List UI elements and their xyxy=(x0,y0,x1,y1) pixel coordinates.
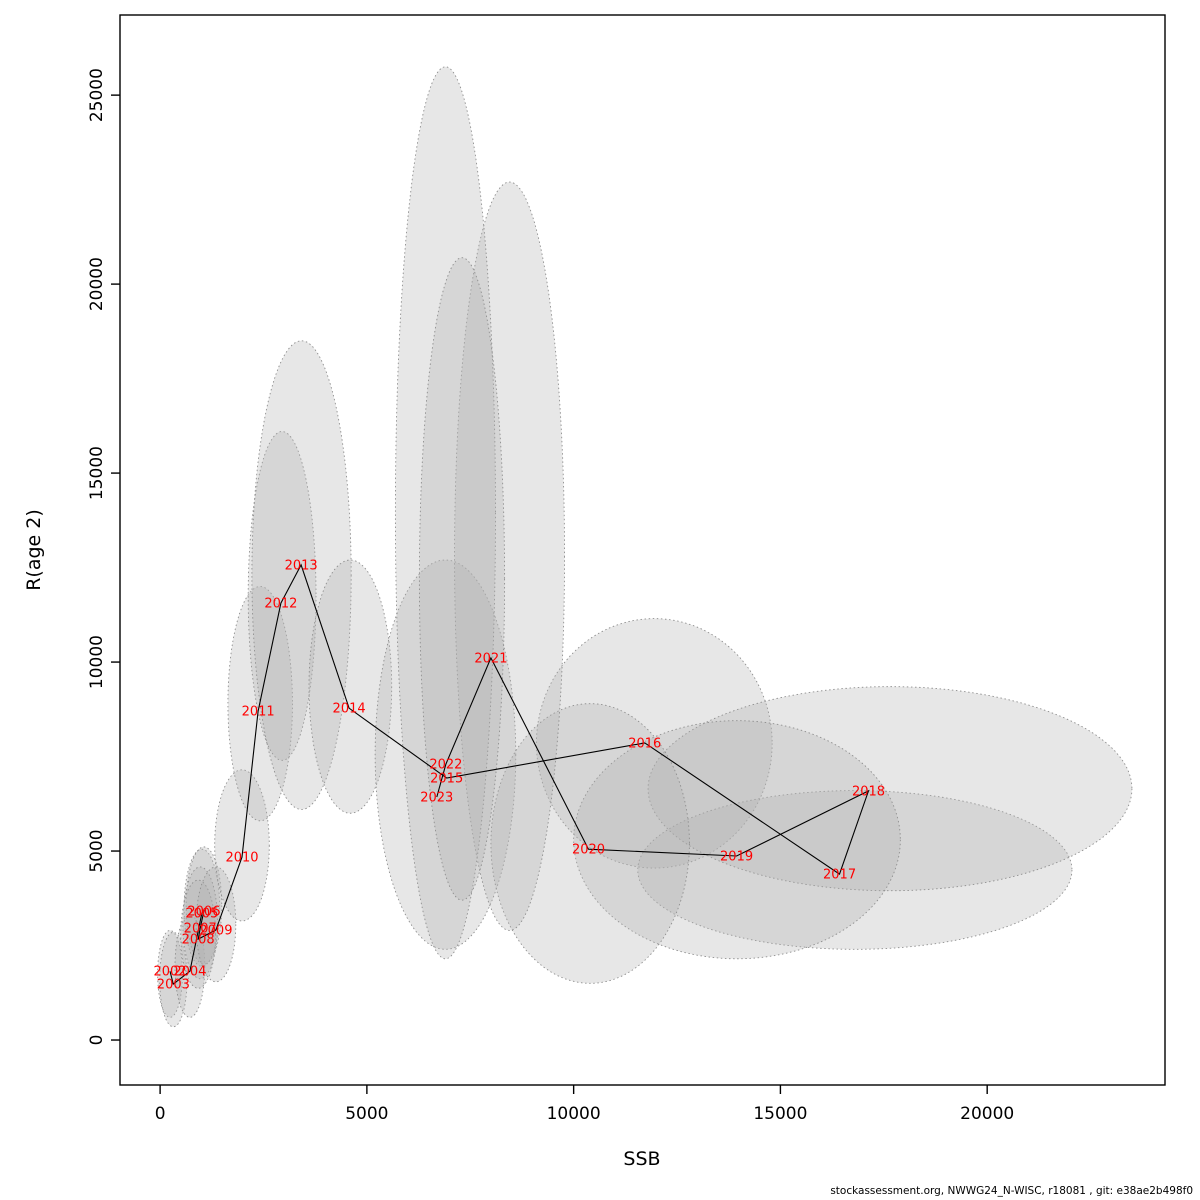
confidence-ellipse-2016 xyxy=(535,618,773,869)
confidence-ellipse-2013 xyxy=(251,340,352,810)
year-label-2005: 2005 xyxy=(185,907,218,922)
confidence-ellipse-2021 xyxy=(454,181,565,931)
year-label-2012: 2012 xyxy=(264,597,297,612)
year-label-2008: 2008 xyxy=(182,933,215,948)
year-label-2020: 2020 xyxy=(572,843,605,858)
year-label-2009: 2009 xyxy=(199,924,232,939)
x-axis-title: SSB xyxy=(623,1148,660,1170)
confidence-ellipse-2008 xyxy=(180,879,216,989)
y-axis-tick-label: 15000 xyxy=(87,446,107,500)
year-label-2017: 2017 xyxy=(823,868,856,883)
axes-layer: 0 5000 10000 15000 20000 0 5000 10000 15000 20000… xyxy=(87,68,1014,1124)
year-label-2021: 2021 xyxy=(474,651,507,666)
confidence-ellipse-2015 xyxy=(374,559,517,950)
confidence-ellipse-2014 xyxy=(308,559,393,814)
year-label-2022: 2022 xyxy=(429,758,462,773)
y-axis-tick-label: 20000 xyxy=(87,257,107,311)
year-label-2004: 2004 xyxy=(173,965,206,980)
year-label-2023: 2023 xyxy=(420,790,453,805)
confidence-ellipse-2006 xyxy=(185,846,223,965)
x-axis-tick-label: 15000 xyxy=(753,1104,807,1124)
x-axis-tick-label: 0 xyxy=(155,1104,166,1124)
year-label-2014: 2014 xyxy=(333,702,366,717)
y-axis-tick-label: 10000 xyxy=(87,635,107,689)
confidence-ellipse-2023 xyxy=(418,257,506,901)
footer-attribution: stockassessment.org, NWWG24_N-WISC, r180… xyxy=(830,1185,1193,1197)
x-axis-tick-label: 10000 xyxy=(547,1104,601,1124)
year-label-2010: 2010 xyxy=(225,851,258,866)
x-axis-tick-label: 20000 xyxy=(960,1104,1014,1124)
year-label-2007: 2007 xyxy=(184,922,217,937)
confidence-ellipse-2002 xyxy=(157,929,183,1018)
y-axis-tick-label: 0 xyxy=(87,1035,107,1046)
y-axis-tick-label: 25000 xyxy=(87,68,107,122)
year-label-2002: 2002 xyxy=(153,965,186,980)
confidence-ellipse-2017 xyxy=(637,790,1073,950)
year-label-2016: 2016 xyxy=(628,736,661,751)
y-axis-title: R(age 2) xyxy=(23,509,45,591)
year-label-2018: 2018 xyxy=(852,784,885,799)
confidence-ellipses-layer xyxy=(157,66,1133,1028)
series-layer xyxy=(169,563,870,986)
confidence-ellipse-2003 xyxy=(159,931,188,1028)
confidence-ellipse-2020 xyxy=(490,703,690,984)
year-label-2006: 2006 xyxy=(187,905,220,920)
year-label-2019: 2019 xyxy=(720,849,753,864)
year-label-2011: 2011 xyxy=(242,705,275,720)
plot-border xyxy=(119,14,1166,1086)
x-axis-tick-label: 5000 xyxy=(345,1104,388,1124)
recruitment-trajectory-line xyxy=(169,563,870,986)
confidence-ellipse-2010 xyxy=(214,769,270,922)
y-axis-tick-label: 5000 xyxy=(87,829,107,872)
confidence-ellipse-2022 xyxy=(394,66,496,960)
year-label-2013: 2013 xyxy=(285,558,318,573)
confidence-ellipse-2019 xyxy=(573,720,901,960)
year-label-2003: 2003 xyxy=(157,978,190,993)
year-label-2015: 2015 xyxy=(430,772,463,787)
